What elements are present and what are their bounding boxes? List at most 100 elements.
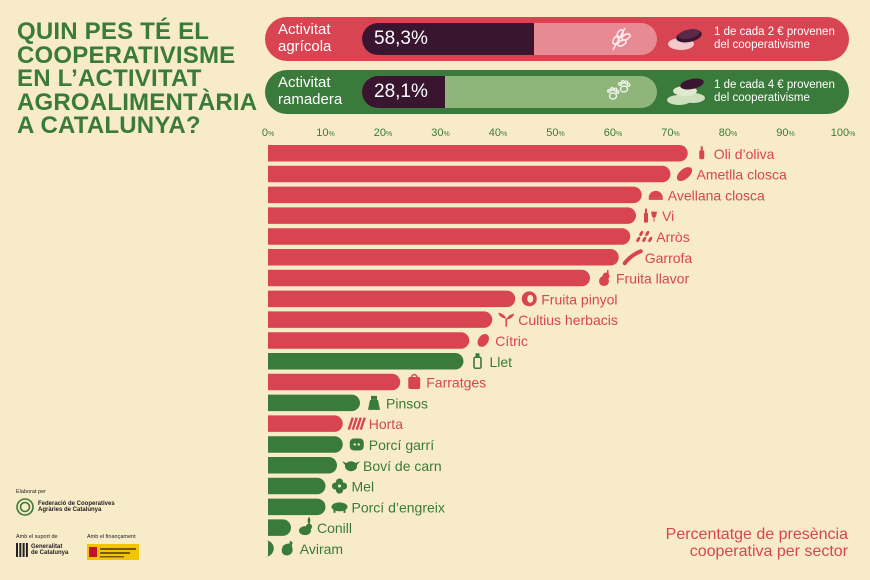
- x-tick-label: 90%: [776, 127, 794, 139]
- bar-label: Llet: [490, 354, 513, 370]
- coins-icon: [667, 78, 705, 105]
- bar: [268, 457, 338, 474]
- bar: [268, 519, 291, 536]
- rice-icon: [636, 230, 653, 243]
- bar: [268, 269, 590, 287]
- bar: [268, 373, 401, 391]
- milk-icon: [473, 353, 482, 370]
- bar-label: Fruita pinyol: [541, 291, 617, 307]
- bar-label: Arròs: [656, 229, 689, 245]
- hazelnut-icon: [648, 190, 663, 200]
- fcac-logo-line2: Agràries de Catalunya: [38, 507, 102, 513]
- bottle-icon: [699, 146, 705, 160]
- almond-icon: [676, 167, 693, 181]
- fcac-logo-icon: [16, 498, 34, 516]
- bar-label: Boví de carn: [363, 458, 442, 474]
- x-tick-label: 0%: [262, 127, 274, 139]
- bar: [268, 249, 619, 266]
- bar-label: Aviram: [300, 541, 343, 557]
- bar: [268, 415, 343, 432]
- x-tick-label: 40%: [489, 127, 507, 139]
- lemon-icon: [477, 334, 489, 347]
- bar: [268, 228, 631, 245]
- flower-icon: [331, 478, 348, 494]
- credits-elaborat-label: Elaborat per: [16, 489, 46, 495]
- pear-icon: [599, 270, 610, 287]
- chart-caption-line1: Percentatge de presència: [665, 526, 848, 543]
- bar-label: Horta: [369, 416, 403, 432]
- bar-label: Avellana closca: [668, 187, 765, 203]
- pig-icon: [331, 502, 348, 513]
- bar: [268, 353, 464, 370]
- feed-sack-icon: [368, 395, 380, 410]
- fcac-logo: Federació de Cooperatives Agràries de Ca…: [16, 498, 115, 516]
- agricultural-activity-label: Activitat agrícola: [278, 21, 332, 55]
- bar-label: Ametlla closca: [697, 167, 787, 183]
- hay-icon: [408, 373, 421, 390]
- bar-label: Garrofa: [645, 250, 693, 266]
- rabbit-icon: [299, 517, 312, 536]
- bar: [268, 186, 642, 204]
- bar-label: Porcí d’engreix: [352, 499, 445, 515]
- x-tick-label: 10%: [316, 127, 334, 139]
- x-tick-label: 20%: [374, 127, 392, 139]
- sprout-icon: [498, 312, 515, 327]
- bar-label: Porcí garrí: [369, 437, 434, 453]
- chicken-icon: [281, 540, 293, 556]
- bar-label: Conill: [317, 520, 352, 536]
- livestock-note: 1 de cada 4 € provenen del cooperativism…: [714, 79, 835, 104]
- bar: [268, 311, 493, 328]
- livestock-percentage: 28,1%: [374, 81, 428, 102]
- bar: [265, 540, 274, 557]
- x-tick-label: 60%: [604, 127, 622, 139]
- bar: [268, 207, 636, 224]
- bar: [268, 498, 326, 516]
- bar-label: Oli d’oliva: [714, 146, 775, 162]
- bar: [268, 477, 326, 495]
- peach-icon: [521, 291, 537, 307]
- agricultural-activity-panel: Activitat agrícola 58,3% 1 de cada 2 € p…: [265, 17, 849, 61]
- bar-label: Cultius herbacis: [518, 312, 618, 328]
- wine-icon: [644, 208, 657, 223]
- agricultural-note: 1 de cada 2 € provenen del cooperativism…: [714, 26, 835, 51]
- piglet-icon: [349, 438, 364, 451]
- bar-label: Farratges: [426, 375, 486, 391]
- credits-suport-label: Amb el suport de: [16, 534, 58, 540]
- livestock-progress-fill: [362, 76, 445, 108]
- vegetables-icon: [347, 417, 366, 431]
- agricultural-progress-track: 58,3%: [362, 23, 657, 55]
- x-tick-label: 50%: [546, 127, 564, 139]
- bar: [268, 165, 671, 183]
- bar-label: Fruita llavor: [616, 271, 689, 287]
- paw-prints-icon: [607, 80, 631, 100]
- bar-label: Mel: [352, 479, 375, 495]
- agricultural-percentage: 58,3%: [374, 28, 428, 49]
- wheat-icon: [612, 27, 631, 51]
- x-tick-label: 30%: [431, 127, 449, 139]
- x-tick-label: 100%: [831, 127, 856, 139]
- bar: [268, 145, 688, 162]
- credits-financament-label: Amb el finançament: [87, 534, 136, 540]
- bar-label: Cítric: [495, 333, 528, 349]
- page-title: QUIN PES TÉ EL COOPERATIVISME EN L’ACTIV…: [17, 18, 257, 139]
- bar: [268, 436, 343, 453]
- bar-label: Pinsos: [386, 395, 428, 411]
- x-tick-label: 80%: [719, 127, 737, 139]
- carob-icon: [622, 249, 643, 266]
- chart-caption: Percentatge de presència cooperativa per…: [666, 526, 848, 560]
- livestock-activity-label: Activitat ramadera: [278, 74, 343, 108]
- generalitat-logo-line1: Generalitat: [31, 543, 63, 550]
- agricultural-progress-fill: [362, 23, 534, 55]
- cow-icon: [342, 461, 360, 472]
- fcac-logo-line1: Federació de Cooperatives: [38, 500, 115, 507]
- chart-caption-line2: cooperativa per sector: [689, 543, 848, 560]
- bar: [268, 290, 516, 308]
- generalitat-logo-line2: de Catalunya: [31, 550, 69, 556]
- generalitat-logo-icon: [16, 543, 28, 557]
- bar-label: Vi: [662, 208, 674, 224]
- bar: [268, 394, 360, 412]
- coins-icon: [668, 29, 702, 50]
- ministry-logo: [87, 544, 139, 560]
- bar: [268, 332, 470, 349]
